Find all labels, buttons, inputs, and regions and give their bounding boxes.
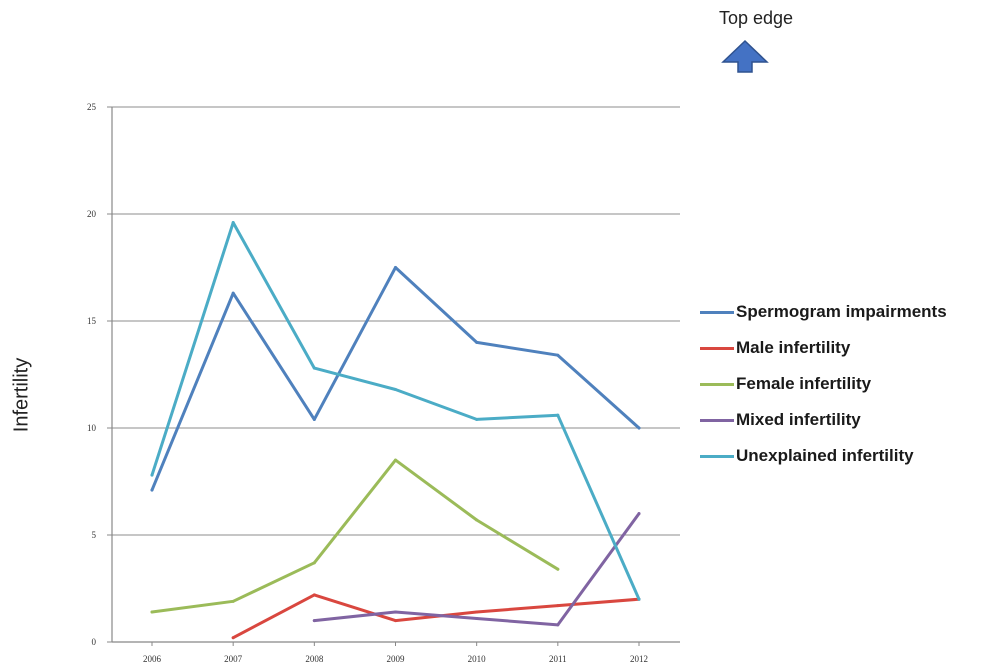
y-tick-label: 15	[87, 316, 97, 326]
series-line	[312, 512, 641, 627]
legend-label: Unexplained infertility	[736, 446, 914, 465]
x-tick-label: 2010	[468, 654, 487, 664]
top-edge-label: Top edge	[719, 8, 794, 28]
data-point	[556, 353, 560, 357]
data-point	[556, 413, 560, 417]
data-point	[637, 426, 641, 430]
legend-swatch	[700, 346, 734, 350]
legend: Spermogram impairments Male infertility Fe…	[700, 298, 947, 470]
data-point	[637, 597, 641, 601]
data-point	[231, 221, 235, 225]
x-tick-label: 2006	[143, 654, 162, 664]
x-tick-label: 2007	[224, 654, 243, 664]
y-tick-label: 0	[92, 637, 97, 647]
data-point	[231, 636, 235, 640]
legend-item: Unexplained infertility	[700, 442, 947, 470]
legend-item: Female infertility	[700, 370, 947, 398]
data-point	[394, 387, 397, 391]
data-point	[312, 561, 316, 565]
legend-swatch	[700, 454, 734, 458]
y-tick-label: 20	[87, 209, 97, 219]
data-point	[475, 417, 479, 421]
legend-item: Spermogram impairments	[700, 298, 947, 326]
data-point	[475, 340, 479, 344]
series-line	[150, 458, 560, 614]
data-point	[150, 473, 154, 477]
legend-label: Male infertility	[736, 338, 851, 357]
y-tick-label: 5	[92, 530, 97, 540]
x-tick-label: 2009	[387, 654, 406, 664]
data-point	[475, 518, 479, 522]
data-point	[394, 610, 397, 614]
data-point	[475, 610, 479, 614]
legend-item: Male infertility	[700, 334, 947, 362]
data-point	[637, 512, 641, 516]
y-tick-label: 25	[87, 102, 97, 112]
top-edge-annotation: Top edge	[717, 8, 827, 78]
legend-label: Spermogram impairments	[736, 302, 947, 321]
data-point	[556, 623, 560, 627]
y-tick-label: 10	[87, 423, 97, 433]
data-point	[150, 488, 154, 492]
data-point	[312, 619, 316, 623]
data-point	[150, 610, 154, 614]
legend-label: Mixed infertility	[736, 410, 861, 429]
data-point	[394, 458, 397, 462]
legend-label: Female infertility	[736, 374, 872, 393]
series-line	[150, 266, 641, 492]
data-point	[312, 593, 316, 597]
legend-item: Mixed infertility	[700, 406, 947, 434]
data-point	[312, 366, 316, 370]
y-axis-label: Infertility	[10, 357, 33, 433]
series-line	[150, 221, 641, 601]
legend-swatch	[700, 382, 734, 386]
legend-swatch	[700, 310, 734, 314]
data-point	[312, 417, 316, 421]
x-tick-label: 2012	[630, 654, 648, 664]
data-point	[556, 567, 560, 571]
x-tick-label: 2008	[305, 654, 324, 664]
data-point	[475, 616, 479, 620]
data-point	[394, 619, 397, 623]
x-tick-label: 2011	[549, 654, 567, 664]
data-point	[231, 599, 235, 603]
data-point	[556, 604, 560, 608]
data-point	[231, 291, 235, 295]
data-point	[394, 266, 397, 269]
up-arrow-icon	[721, 39, 769, 73]
legend-swatch	[700, 418, 734, 422]
